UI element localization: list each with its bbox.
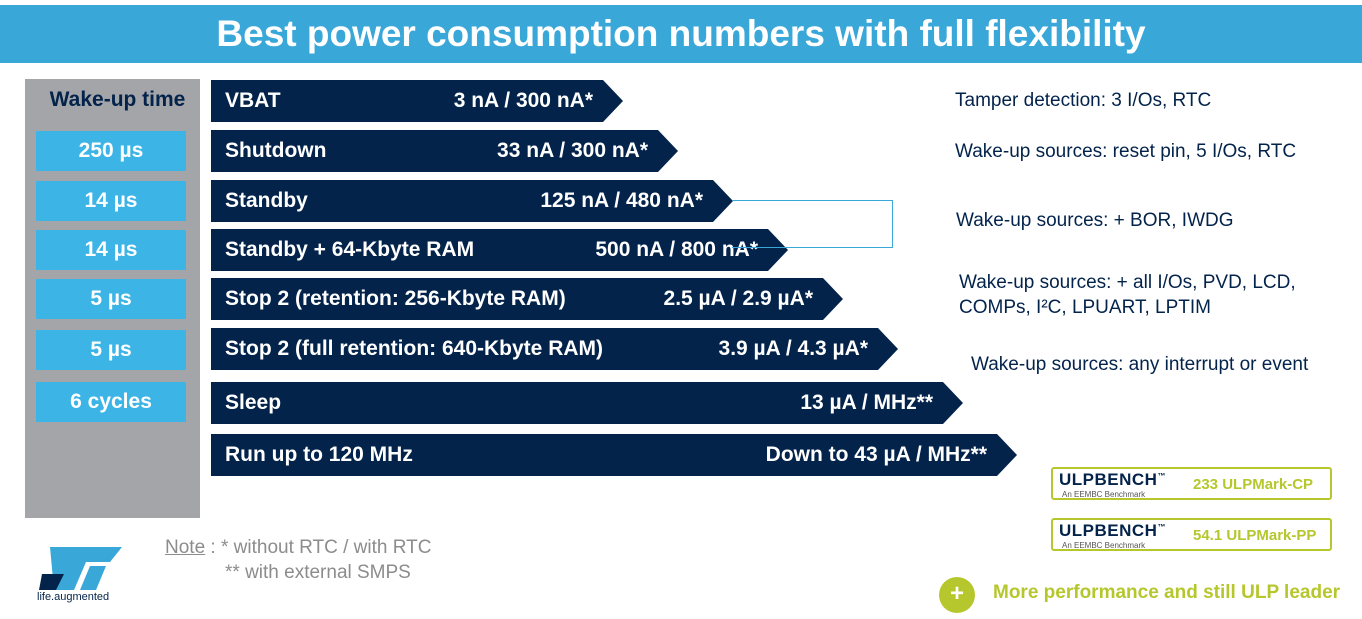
mode-label: VBAT — [225, 89, 281, 112]
wake-up-time: 14 µs — [36, 181, 186, 221]
wake-up-sources-shutdown: Wake-up sources: reset pin, 5 I/Os, RTC — [955, 141, 1297, 162]
ulpbench-logo: ULPBENCH™ — [1059, 521, 1166, 540]
wake-up-time: 250 µs — [36, 131, 186, 171]
mode-bar-standby-ram: Standby + 64-Kbyte RAM 500 nA / 800 nA* — [211, 229, 788, 271]
brand-tagline: life.augmented — [37, 591, 110, 603]
wake-up-sources-stop2-line2: COMPs, I²C, LPUART, LPTIM — [959, 297, 1211, 318]
mode-bar-stop2-retention: Stop 2 (retention: 256-Kbyte RAM) 2.5 µA… — [211, 278, 843, 320]
wake-up-time: 14 µs — [36, 230, 186, 270]
wake-up-sources-sleep: Wake-up sources: any interrupt or event — [971, 354, 1309, 375]
mode-value: 3.9 µA / 4.3 µA* — [718, 337, 868, 360]
plus-icon: + — [939, 577, 975, 613]
wake-up-time: 5 µs — [36, 279, 186, 319]
mode-value: 3 nA / 300 nA* — [453, 89, 593, 112]
mode-label: Run up to 120 MHz — [225, 443, 413, 466]
wake-up-time: 6 cycles — [36, 382, 186, 422]
eembc-caption: An EEMBC Benchmark — [1062, 490, 1146, 499]
st-logo-icon — [39, 547, 122, 590]
footnote: Note : * without RTC / with RTC ** with … — [165, 535, 431, 585]
mode-bar-stop2-full-retention: Stop 2 (full retention: 640-Kbyte RAM) 3… — [211, 328, 898, 370]
mode-bar-vbat: VBAT 3 nA / 300 nA* — [211, 80, 623, 122]
mode-value: 13 µA / MHz** — [800, 391, 933, 414]
note-line1: : * without RTC / with RTC — [205, 537, 432, 558]
mode-label: Standby + 64-Kbyte RAM — [225, 238, 475, 261]
wake-up-sources-stop2-line1: Wake-up sources: + all I/Os, PVD, LCD, — [959, 272, 1296, 293]
wake-up-header: Wake-up time — [49, 88, 186, 111]
wake-up-time: 5 µs — [36, 330, 186, 370]
mode-label: Sleep — [225, 391, 282, 414]
standby-bracket-connector — [732, 200, 893, 248]
note-label: Note — [165, 537, 206, 558]
ulpbench-badge-cp: ULPBENCH™ An EEMBC Benchmark 233 ULPMark… — [1051, 467, 1332, 500]
mode-bar-shutdown: Shutdown 33 nA / 300 nA* — [211, 130, 678, 172]
mode-bar-standby: Standby 125 nA / 480 nA* — [211, 180, 733, 222]
mode-value: 33 nA / 300 nA* — [497, 139, 648, 162]
mode-value: 125 nA / 480 nA* — [540, 189, 703, 212]
mode-label: Standby — [225, 189, 308, 212]
note-line2: ** with external SMPS — [225, 562, 411, 583]
mode-label: Stop 2 (full retention: 640-Kbyte RAM) — [225, 337, 604, 360]
mode-value: 500 nA / 800 nA* — [595, 238, 758, 261]
mode-bar-run: Run up to 120 MHz Down to 43 µA / MHz** — [211, 434, 1017, 476]
mode-value: 2.5 µA / 2.9 µA* — [663, 287, 813, 310]
wake-up-sources-stop2: Wake-up sources: + all I/Os, PVD, LCD, C… — [959, 270, 1296, 320]
tamper-detection-text: Tamper detection: 3 I/Os, RTC — [955, 90, 1212, 111]
page-title: Best power consumption numbers with full… — [0, 5, 1362, 63]
mode-bar-sleep: Sleep 13 µA / MHz** — [211, 382, 963, 424]
ulpbench-logo: ULPBENCH™ — [1059, 470, 1166, 489]
mode-value: Down to 43 µA / MHz** — [765, 443, 987, 466]
mode-label: Shutdown — [225, 139, 327, 162]
mode-label: Stop 2 (retention: 256-Kbyte RAM) — [225, 287, 566, 310]
ulpmark-cp-score: 233 ULPMark-CP — [1193, 476, 1314, 493]
eembc-caption: An EEMBC Benchmark — [1062, 541, 1146, 550]
ulpbench-badge-pp: ULPBENCH™ An EEMBC Benchmark 54.1 ULPMar… — [1051, 518, 1332, 551]
wake-up-sources-standby: Wake-up sources: + BOR, IWDG — [956, 210, 1234, 231]
performance-tagline: More performance and still ULP leader — [993, 582, 1341, 603]
ulpmark-pp-score: 54.1 ULPMark-PP — [1193, 527, 1317, 544]
